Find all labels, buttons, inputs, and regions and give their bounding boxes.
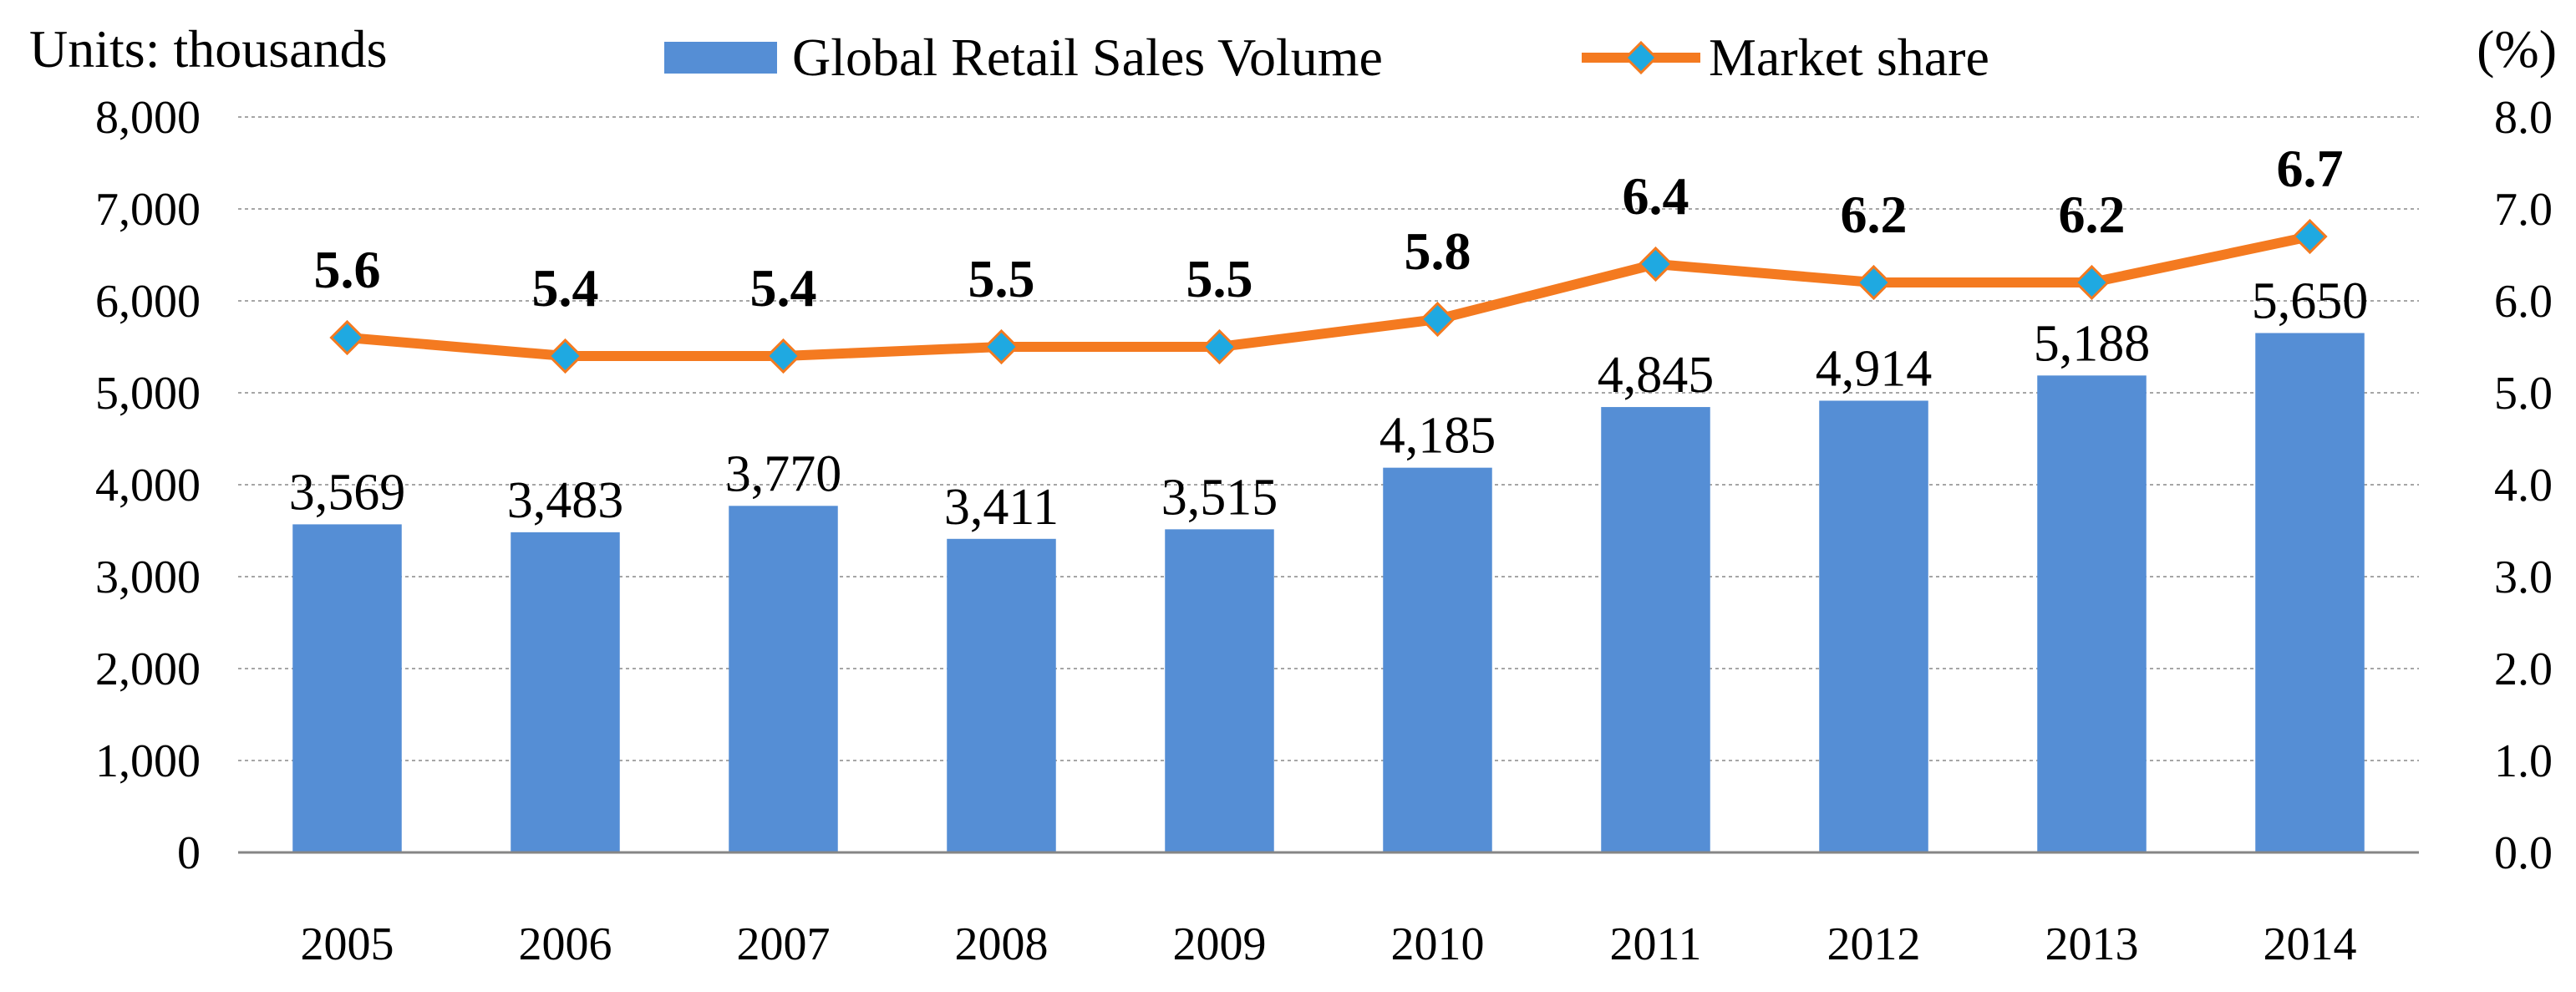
bar	[2037, 375, 2147, 852]
line-data-label: 5.5	[1186, 249, 1253, 308]
bar-data-label: 4,914	[1816, 340, 1933, 397]
left-axis-tick-label: 6,000	[95, 276, 201, 328]
right-axis-tick-label: 7.0	[2494, 184, 2553, 236]
legend-marker-icon	[1623, 40, 1659, 75]
right-axis-tick-label: 2.0	[2494, 644, 2553, 695]
left-axis-unit-label: Units: thousands	[29, 19, 387, 79]
market-share-point	[2292, 218, 2328, 255]
bar-series	[292, 333, 2365, 853]
x-axis-tick-label: 2012	[1827, 918, 1921, 970]
left-axis-tick-label: 5,000	[95, 368, 201, 420]
line-data-label: 5.5	[968, 249, 1035, 308]
bar-data-label: 5,650	[2252, 273, 2369, 330]
line-data-label: 5.4	[532, 258, 599, 318]
line-data-label: 6.2	[2059, 185, 2126, 244]
right-axis-tick-label: 3.0	[2494, 552, 2553, 603]
right-axis-tick-label: 8.0	[2494, 92, 2553, 144]
x-axis-tick-label: 2010	[1391, 918, 1485, 970]
left-axis-tick-label: 8,000	[95, 92, 201, 144]
bar-data-label: 5,188	[2034, 315, 2151, 372]
right-axis-tick-label: 0.0	[2494, 827, 2553, 879]
market-share-point	[1420, 301, 1456, 338]
market-share-line	[346, 231, 2311, 361]
x-axis-tick-label: 2009	[1173, 918, 1267, 970]
bar-data-label: 3,569	[289, 464, 406, 521]
bar	[1165, 529, 1274, 852]
market-share-point	[329, 319, 365, 356]
x-axis-tick-label: 2011	[1610, 918, 1702, 970]
bar-data-label: 4,845	[1598, 347, 1715, 404]
market-share-point	[1202, 328, 1237, 365]
bar	[511, 532, 620, 852]
legend-bar-label: Global Retail Sales Volume	[792, 28, 1383, 87]
bar	[947, 538, 1056, 852]
right-axis-tick-label: 1.0	[2494, 735, 2553, 787]
x-axis-tick-label: 2005	[301, 918, 394, 970]
x-axis-tick-label: 2006	[519, 918, 612, 970]
bar-data-label: 3,411	[944, 479, 1059, 536]
line-data-label: 6.7	[2277, 139, 2344, 198]
legend-line-label: Market share	[1709, 28, 1989, 87]
bar	[292, 524, 402, 852]
market-share-point	[547, 338, 583, 374]
line-series	[329, 218, 2328, 374]
bar	[2255, 333, 2365, 852]
x-axis-tick-label: 2014	[2264, 918, 2357, 970]
bar-data-label: 3,483	[507, 472, 624, 529]
left-axis-tick-label: 1,000	[95, 735, 201, 787]
x-axis-tick-label: 2007	[737, 918, 831, 970]
left-axis-tick-label: 3,000	[95, 552, 201, 603]
right-axis-tick-label: 6.0	[2494, 276, 2553, 328]
axes: Units: thousands (%) 0 0.0 1,000 1.0 2,000 2.…	[29, 19, 2557, 970]
line-data-label: 6.2	[1841, 185, 1908, 244]
bar-data-label: 3,770	[725, 445, 842, 502]
market-share-point	[2074, 264, 2110, 301]
right-axis-unit-label: (%)	[2477, 19, 2557, 79]
line-data-label: 5.4	[750, 258, 817, 318]
legend: Global Retail Sales Volume Market share	[664, 28, 1989, 87]
left-axis-tick-label: 7,000	[95, 184, 201, 236]
left-axis-tick-label: 4,000	[95, 460, 201, 511]
bar-data-label: 3,515	[1161, 469, 1278, 526]
left-axis-tick-label: 2,000	[95, 644, 201, 695]
bar	[1601, 407, 1710, 852]
x-axis-tick-label: 2013	[2045, 918, 2139, 970]
bar-data-label: 4,185	[1379, 408, 1496, 465]
market-share-point	[765, 338, 801, 374]
line-data-label: 5.6	[314, 240, 381, 299]
x-axis-tick-label: 2008	[955, 918, 1049, 970]
market-share-point	[1638, 246, 1674, 282]
line-data-label: 6.4	[1623, 166, 1689, 226]
line-data-label: 5.8	[1405, 221, 1471, 281]
bar	[1383, 467, 1492, 852]
bar	[729, 506, 838, 852]
market-share-point	[983, 328, 1019, 365]
market-share-point	[1856, 264, 1892, 301]
data-labels: 3,569 3,483 3,770 3,411 3,515 4,185 4,845 4,914…	[289, 139, 2369, 536]
right-axis-tick-label: 4.0	[2494, 460, 2553, 511]
legend-bar-swatch	[664, 42, 777, 74]
right-axis-tick-label: 5.0	[2494, 368, 2553, 420]
bar	[1819, 400, 1928, 853]
left-axis-tick-label: 0	[177, 827, 201, 879]
